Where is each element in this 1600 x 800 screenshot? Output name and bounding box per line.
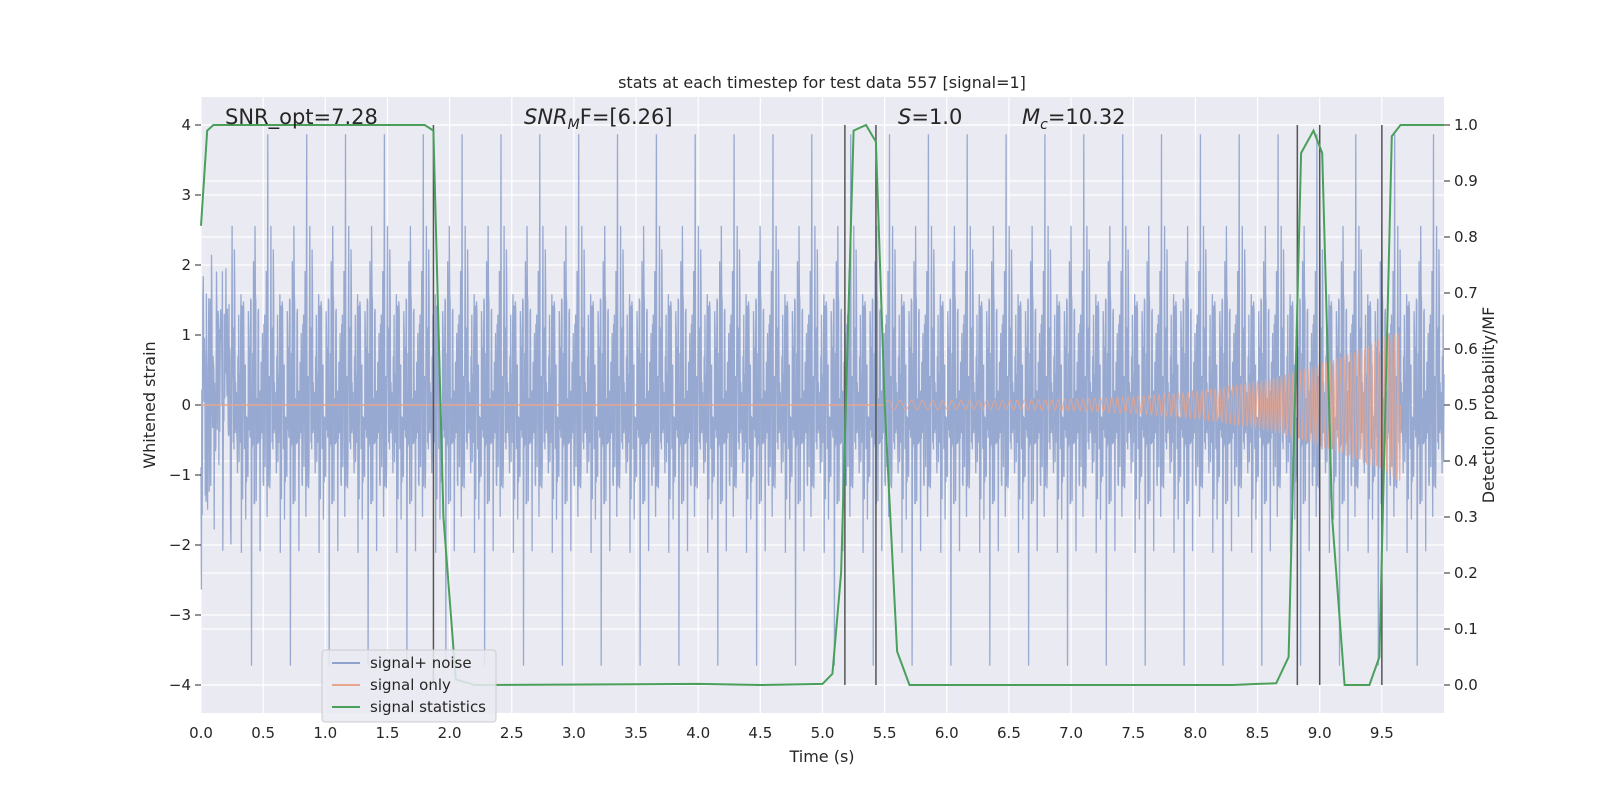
y-tick-label-8: 4 — [181, 116, 191, 134]
legend-label-signal-only: signal only — [370, 676, 451, 694]
snr-mf-sub: M — [568, 117, 580, 133]
y-right-axis-ticks: 0.0 0.1 0.2 0.3 0.4 0.5 0.6 0.7 0.8 0.9 1.0 — [1444, 116, 1478, 694]
mc-annotation: Mc=10.32 — [1022, 105, 1126, 133]
mc-rest: =10.32 — [1048, 105, 1126, 129]
y-right-axis-label: Detection probability/MF — [1479, 307, 1498, 504]
y-tick-label-3: −1 — [169, 466, 191, 484]
signal-statistics-line — [200, 123, 1444, 687]
y-tick-label-4: 0 — [181, 396, 191, 414]
x-axis-ticks: 0.0 0.5 1.0 1.5 2.0 2.5 3.0 3.5 4.0 4.5 5.0 5.5 6.0 6… — [189, 724, 1394, 742]
signal-noise-series — [200, 134, 1445, 666]
y-tick-label-5: 1 — [181, 326, 191, 344]
x-tick-label-1: 0.5 — [251, 724, 275, 742]
s-annotation: S=1.0 — [898, 105, 962, 129]
x-tick-label-17: 8.5 — [1246, 724, 1270, 742]
x-axis-label: Time (s) — [788, 747, 854, 766]
x-tick-label-12: 6.0 — [935, 724, 959, 742]
snr-opt-annotation: SNR_opt=7.28 — [225, 105, 378, 130]
s-base: S — [898, 105, 911, 129]
x-tick-label-4: 2.0 — [438, 724, 462, 742]
x-tick-label-10: 5.0 — [811, 724, 835, 742]
y-right-tick-label-6: 0.6 — [1454, 340, 1478, 358]
snr-mf-rest: F=[6.26] — [580, 105, 673, 129]
s-rest: =1.0 — [911, 105, 962, 129]
x-tick-label-16: 8.0 — [1183, 724, 1207, 742]
x-tick-label-14: 7.0 — [1059, 724, 1083, 742]
x-tick-label-13: 6.5 — [997, 724, 1021, 742]
legend-box — [321, 649, 497, 723]
y-tick-label-2: −2 — [169, 536, 191, 554]
y-tick-label-6: 2 — [181, 256, 191, 274]
y-right-tick-label-5: 0.5 — [1454, 396, 1478, 414]
y-axis-label: Whitened strain — [140, 341, 159, 468]
signal-only-series — [201, 332, 1401, 481]
mc-sub: c — [1040, 117, 1048, 133]
x-tick-label-0: 0.0 — [189, 724, 213, 742]
x-tick-label-18: 9.0 — [1308, 724, 1332, 742]
mc-base: M — [1022, 105, 1040, 129]
signal-only-chirp — [884, 332, 1401, 481]
y-right-tick-label-7: 0.7 — [1454, 284, 1478, 302]
snr-mf-base: SNR — [524, 105, 568, 129]
y-right-tick-label-3: 0.3 — [1454, 508, 1478, 526]
legend-label-signal-statistics: signal statistics — [370, 698, 486, 716]
snr-mf-annotation: SNRMF=[6.26] — [524, 105, 673, 133]
y-tick-label-1: −3 — [169, 606, 191, 624]
x-tick-label-2: 1.0 — [313, 724, 337, 742]
x-tick-label-19: 9.5 — [1370, 724, 1394, 742]
y-tick-label-0: −4 — [169, 676, 191, 694]
x-tick-label-9: 4.5 — [748, 724, 772, 742]
x-tick-label-6: 3.0 — [562, 724, 586, 742]
x-tick-label-8: 4.0 — [686, 724, 710, 742]
x-tick-label-7: 3.5 — [624, 724, 648, 742]
y-right-tick-label-2: 0.2 — [1454, 564, 1478, 582]
legend: signal+ noise signal only signal statist… — [321, 649, 497, 723]
signal-noise-line — [200, 134, 1445, 666]
y-axis-ticks: −4 −3 −2 −1 0 1 2 3 4 — [169, 116, 201, 694]
x-tick-label-5: 2.5 — [500, 724, 524, 742]
annotations: SNR_opt=7.28 SNRMF=[6.26] S=1.0 Mc=10.32 — [225, 105, 1126, 133]
x-tick-label-11: 5.5 — [873, 724, 897, 742]
y-right-tick-label-10: 1.0 — [1454, 116, 1478, 134]
y-tick-label-7: 3 — [181, 186, 191, 204]
signal-statistics-series — [200, 123, 1444, 687]
y-right-tick-label-1: 0.1 — [1454, 620, 1478, 638]
chart-title: stats at each timestep for test data 557… — [618, 73, 1026, 92]
x-tick-label-15: 7.5 — [1121, 724, 1145, 742]
legend-label-signal-noise: signal+ noise — [370, 654, 472, 672]
x-tick-label-3: 1.5 — [376, 724, 400, 742]
y-right-tick-label-8: 0.8 — [1454, 228, 1478, 246]
y-right-tick-label-9: 0.9 — [1454, 172, 1478, 190]
y-right-tick-label-4: 0.4 — [1454, 452, 1478, 470]
y-right-tick-label-0: 0.0 — [1454, 676, 1478, 694]
